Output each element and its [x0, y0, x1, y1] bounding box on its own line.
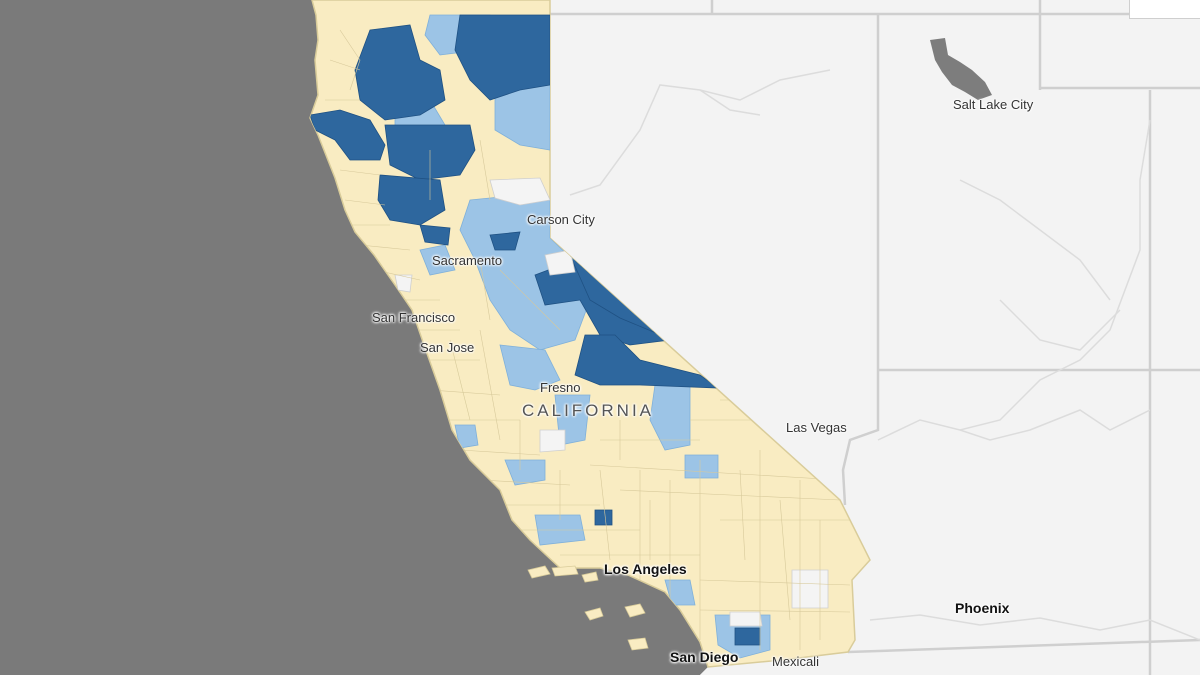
- district-boundaries: [325, 29, 851, 650]
- district-no-data[interactable]: [394, 274, 413, 293]
- state-borders: [550, 0, 1200, 675]
- choropleth-districts[interactable]: [310, 14, 851, 659]
- district-no-data[interactable]: [539, 429, 566, 453]
- district-dark-blue[interactable]: [489, 231, 521, 251]
- district-light-blue[interactable]: [454, 424, 479, 449]
- district-no-data[interactable]: [544, 249, 576, 276]
- district-no-data[interactable]: [791, 569, 829, 609]
- state-label-california: CALIFORNIA: [522, 401, 655, 420]
- city-label-san-diego[interactable]: San Diego: [670, 649, 739, 665]
- district-dark-blue[interactable]: [419, 224, 451, 246]
- corner-panel: [1129, 0, 1200, 19]
- district-dark-blue[interactable]: [454, 14, 551, 101]
- city-label-sacramento[interactable]: Sacramento: [432, 253, 503, 268]
- city-label-mexicali[interactable]: Mexicali: [772, 654, 819, 669]
- district-light-blue[interactable]: [664, 579, 696, 606]
- district-light-blue[interactable]: [684, 454, 719, 479]
- city-label-las-vegas[interactable]: Las Vegas: [786, 420, 847, 435]
- city-label-salt-lake-city[interactable]: Salt Lake City: [953, 97, 1034, 112]
- district-no-data[interactable]: [489, 177, 551, 206]
- city-label-los-angeles[interactable]: Los Angeles: [604, 561, 687, 577]
- district-light-blue[interactable]: [499, 344, 561, 391]
- city-label-carson-city[interactable]: Carson City: [527, 212, 595, 227]
- rivers: [569, 69, 1200, 641]
- city-label-san-jose[interactable]: San Jose: [420, 340, 475, 355]
- city-label-phoenix[interactable]: Phoenix: [955, 600, 1010, 616]
- district-dark-blue[interactable]: [734, 627, 761, 646]
- city-label-fresno[interactable]: Fresno: [540, 380, 581, 395]
- district-dark-blue[interactable]: [310, 109, 386, 161]
- great-salt-lake: [930, 38, 992, 100]
- channel-islands: [527, 565, 649, 651]
- district-dark-blue[interactable]: [594, 509, 613, 526]
- district-dark-blue[interactable]: [354, 24, 446, 121]
- land-area: [312, 0, 1200, 675]
- district-light-blue[interactable]: [504, 459, 546, 486]
- city-label-san-francisco[interactable]: San Francisco: [372, 310, 456, 325]
- district-light-blue[interactable]: [419, 244, 456, 276]
- mexico-land: [700, 640, 1200, 675]
- district-no-data[interactable]: [729, 611, 763, 627]
